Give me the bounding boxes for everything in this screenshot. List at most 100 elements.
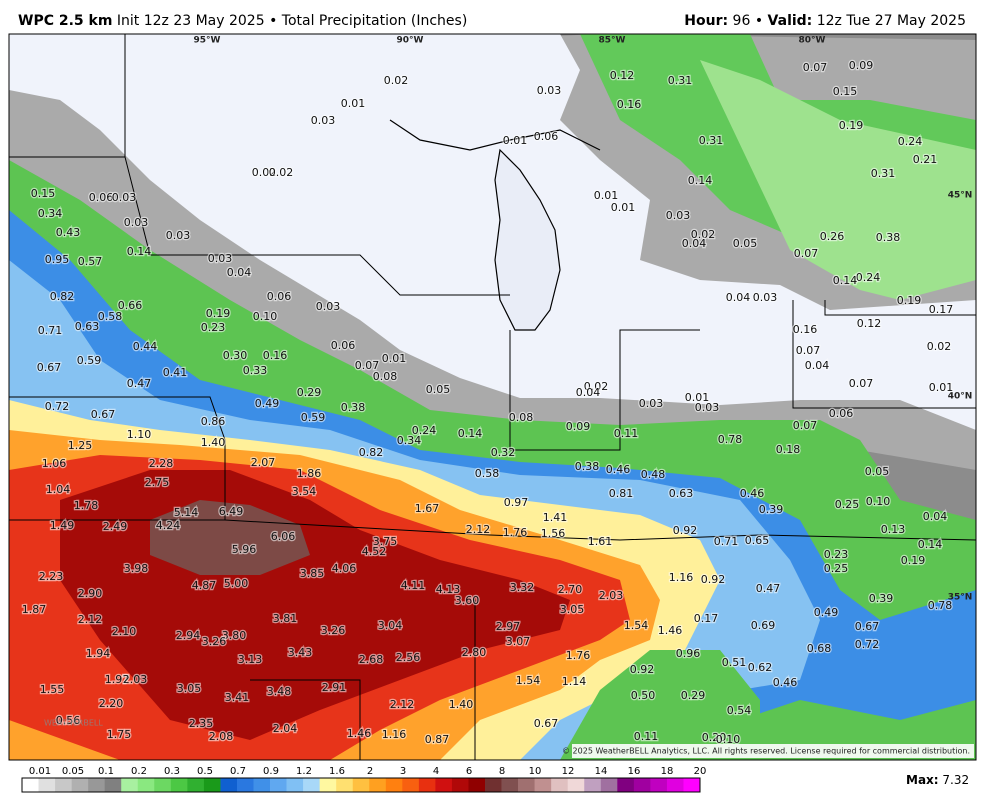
map-frame — [8, 33, 977, 761]
precip-label: 0.03 — [537, 84, 562, 97]
precip-label: 0.01 — [611, 201, 636, 214]
precip-label: 0.62 — [748, 661, 773, 674]
precip-label: 0.23 — [201, 321, 226, 334]
colorbar-swatch — [154, 778, 172, 792]
colorbar-swatch — [650, 778, 668, 792]
precip-label: 0.32 — [491, 446, 516, 459]
map: 95°W 90°W 85°W 80°W45°N40°N35°N0.020.010.03… — [8, 33, 977, 761]
colorbar-swatch — [319, 778, 337, 792]
precip-label: 0.51 — [722, 656, 747, 669]
precip-label: 0.19 — [839, 119, 864, 132]
colorbar-swatch — [551, 778, 569, 792]
colorbar-label: 1.6 — [329, 766, 345, 777]
precip-label: 2.12 — [78, 613, 103, 626]
border — [124, 156, 510, 296]
precip-label: 3.26 — [321, 624, 346, 637]
precip-label: 3.05 — [177, 682, 202, 695]
precip-label: 0.19 — [901, 554, 926, 567]
precip-label: 1.46 — [658, 624, 683, 637]
precip-label: 0.39 — [869, 592, 894, 605]
precip-label: 0.68 — [807, 642, 832, 655]
precip-label: 0.78 — [928, 599, 953, 612]
precip-label: 0.08 — [373, 370, 398, 383]
precip-label: 0.34 — [38, 207, 63, 220]
separator: • — [755, 13, 763, 29]
precip-label: 3.48 — [267, 685, 292, 698]
precip-label: 3.41 — [225, 691, 250, 704]
precip-label: 6.06 — [271, 530, 296, 543]
precip-label: 1.55 — [40, 683, 65, 696]
precip-label: 1.75 — [107, 728, 132, 741]
precip-label: 0.03 — [112, 191, 137, 204]
precip-label: 0.03 — [311, 114, 336, 127]
green-area — [560, 650, 760, 760]
precip-label: 0.43 — [56, 226, 81, 239]
precip-label: 0.14 — [688, 174, 713, 187]
precip-label: 0.03 — [124, 216, 149, 229]
precip-label: 0.11 — [634, 730, 659, 743]
precip-label: 1.10 — [127, 428, 152, 441]
precip-label: 1.04 — [46, 483, 71, 496]
precip-label: 0.67 — [91, 408, 116, 421]
colorbar-swatch — [104, 778, 122, 792]
precip-label: 2.03 — [123, 673, 148, 686]
precip-label: 2.04 — [273, 722, 298, 735]
colorbar-label: 0.7 — [230, 766, 246, 777]
precip-label: 1.41 — [543, 511, 568, 524]
valid-label: Valid: — [768, 13, 813, 29]
precip-label: 2.28 — [149, 457, 174, 470]
colorbar-swatch — [600, 778, 618, 792]
precip-label: 0.01 — [685, 391, 710, 404]
colorbar-label: 16 — [628, 766, 641, 777]
precip-label: 1.76 — [566, 649, 591, 662]
precip-label: 0.19 — [897, 294, 922, 307]
precip-label: 1.14 — [562, 675, 587, 688]
lake-michigan — [494, 148, 561, 331]
precip-label: 0.05 — [865, 465, 890, 478]
precip-label: 0.17 — [929, 303, 954, 316]
precip-label: 0.54 — [727, 704, 752, 717]
colorbar-label: 14 — [595, 766, 608, 777]
precip-label: 0.07 — [796, 344, 821, 357]
precip-label: 4.13 — [436, 583, 461, 596]
border — [792, 300, 976, 409]
precip-label: 2.20 — [99, 697, 124, 710]
latitude-label: 45°N — [948, 191, 973, 201]
precip-label: 2.49 — [103, 520, 128, 533]
precip-label: 3.26 — [202, 635, 227, 648]
colorbar-swatch — [55, 778, 72, 792]
precip-label: 0.06 — [829, 407, 854, 420]
latitude-label: 40°N — [948, 392, 973, 402]
precip-label: 5.96 — [232, 543, 257, 556]
colorbar-swatch — [286, 778, 304, 792]
precip-label: 4.52 — [362, 545, 387, 558]
precip-label: 0.01 — [382, 352, 407, 365]
precip-label: 2.12 — [390, 698, 415, 711]
precip-label: 0.04 — [576, 386, 601, 399]
colorbar-swatch — [170, 778, 188, 792]
precip-label: 1.54 — [624, 619, 649, 632]
precip-label: 1.54 — [516, 674, 541, 687]
precip-label: 0.59 — [77, 354, 102, 367]
precip-label: 0.34 — [397, 434, 422, 447]
precip-label: 0.08 — [509, 411, 534, 424]
precip-label: 0.82 — [50, 290, 75, 303]
precip-label: 0.10 — [253, 310, 278, 323]
precip-label: 0.03 — [639, 397, 664, 410]
max-info: Max: 7.32 — [906, 773, 969, 787]
hour-label: Hour: — [684, 13, 728, 29]
precip-label: 3.54 — [292, 485, 317, 498]
precip-label: 1.16 — [669, 571, 694, 584]
precip-label: 0.48 — [641, 468, 666, 481]
border — [824, 300, 976, 316]
precip-label: 2.07 — [251, 456, 276, 469]
colorbar-swatch — [121, 778, 139, 792]
precip-label: 0.82 — [359, 446, 384, 459]
precip-label: 0.02 — [584, 380, 609, 393]
precip-label: 0.01 — [594, 189, 619, 202]
precip-label: 0.05 — [733, 237, 758, 250]
precip-label: 0.03 — [208, 252, 233, 265]
colorbar-swatch — [501, 778, 519, 792]
precip-label: 0.06 — [267, 290, 292, 303]
precip-label: 0.16 — [263, 349, 288, 362]
